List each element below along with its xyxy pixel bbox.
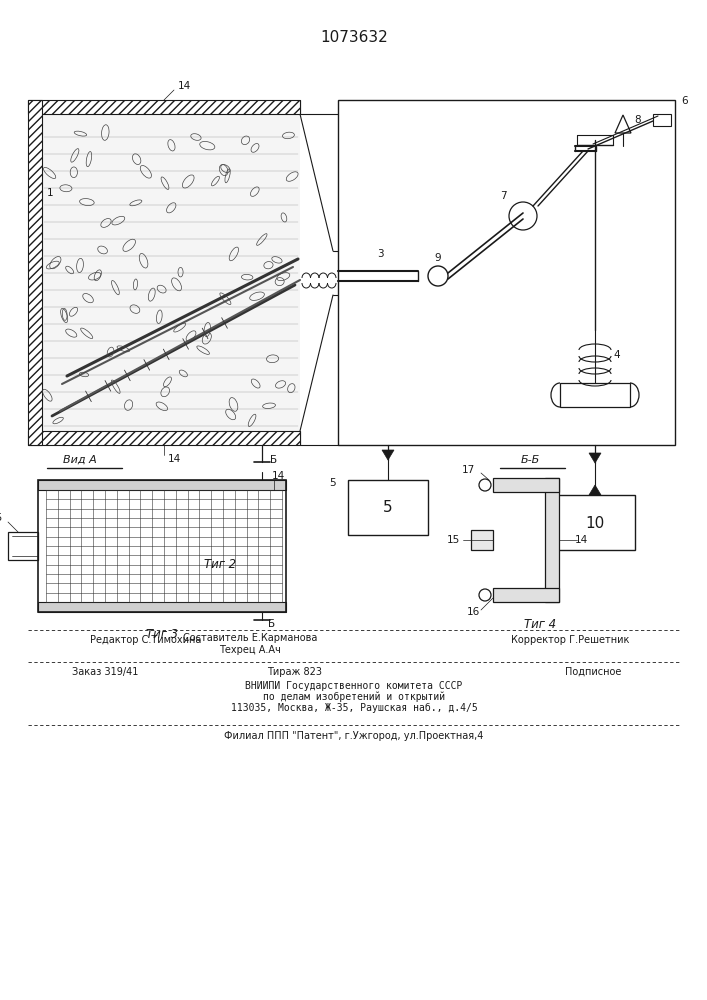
Bar xyxy=(653,114,671,126)
Bar xyxy=(42,114,300,431)
Text: 10: 10 xyxy=(585,516,604,530)
Bar xyxy=(338,100,675,445)
Text: Б: Б xyxy=(271,455,278,465)
Bar xyxy=(555,495,635,550)
Bar xyxy=(8,532,38,560)
Text: 9: 9 xyxy=(435,253,441,263)
Text: Редактор С.Тимохина: Редактор С.Тимохина xyxy=(90,635,201,645)
Text: 1073632: 1073632 xyxy=(320,29,388,44)
Text: Вид A: Вид A xyxy=(63,455,97,465)
Text: 8: 8 xyxy=(635,115,641,125)
Text: Подписное: Подписное xyxy=(565,667,621,677)
Bar xyxy=(38,480,286,612)
Text: 16: 16 xyxy=(467,607,479,617)
Bar xyxy=(38,602,286,612)
Text: 14: 14 xyxy=(168,454,180,464)
Bar xyxy=(545,478,559,602)
Polygon shape xyxy=(589,453,601,463)
Text: 17: 17 xyxy=(462,465,474,475)
Bar xyxy=(28,100,300,114)
Bar xyxy=(28,100,42,445)
Text: 6: 6 xyxy=(682,96,689,106)
Text: 5: 5 xyxy=(383,500,393,516)
Text: Корректор Г.Решетник: Корректор Г.Решетник xyxy=(511,635,629,645)
Text: по делам изобретений и открытий: по делам изобретений и открытий xyxy=(263,692,445,702)
Text: Техрец А.Ач: Техрец А.Ач xyxy=(219,645,281,655)
Bar xyxy=(38,480,286,490)
Text: Тираж 823: Тираж 823 xyxy=(267,667,322,677)
Bar xyxy=(348,480,428,535)
Text: 113035, Москва, Ж-35, Раушская наб., д.4/5: 113035, Москва, Ж-35, Раушская наб., д.4… xyxy=(230,703,477,713)
Bar xyxy=(493,588,559,602)
Text: Филиал ППП "Патент", г.Ужгород, ул.Проектная,4: Филиал ППП "Патент", г.Ужгород, ул.Проек… xyxy=(224,731,484,741)
Text: 3: 3 xyxy=(377,249,383,259)
Text: 15: 15 xyxy=(0,513,3,523)
Text: 14: 14 xyxy=(574,535,588,545)
Polygon shape xyxy=(382,450,394,460)
Text: Заказ 319/41: Заказ 319/41 xyxy=(72,667,139,677)
Bar xyxy=(28,431,300,445)
Bar xyxy=(471,530,493,550)
Text: Б: Б xyxy=(269,619,276,629)
Text: 15: 15 xyxy=(446,535,460,545)
Polygon shape xyxy=(589,485,601,495)
Text: Б-Б: Б-Б xyxy=(520,455,539,465)
Text: 7: 7 xyxy=(500,191,506,201)
Text: 14: 14 xyxy=(271,471,285,481)
Bar xyxy=(560,383,630,407)
Text: 5: 5 xyxy=(329,478,337,488)
Text: Τиг 2: Τиг 2 xyxy=(204,558,236,572)
Text: 14: 14 xyxy=(177,81,191,91)
Text: Составитель Е.Карманова: Составитель Е.Карманова xyxy=(183,633,317,643)
Text: ВНИИПИ Государственного комитета СССР: ВНИИПИ Государственного комитета СССР xyxy=(245,681,462,691)
Text: Τиг 4: Τиг 4 xyxy=(524,617,556,631)
Text: Τиг 3: Τиг 3 xyxy=(146,628,178,641)
Text: 4: 4 xyxy=(614,350,620,360)
Text: 1: 1 xyxy=(47,188,54,198)
Bar xyxy=(493,478,559,492)
